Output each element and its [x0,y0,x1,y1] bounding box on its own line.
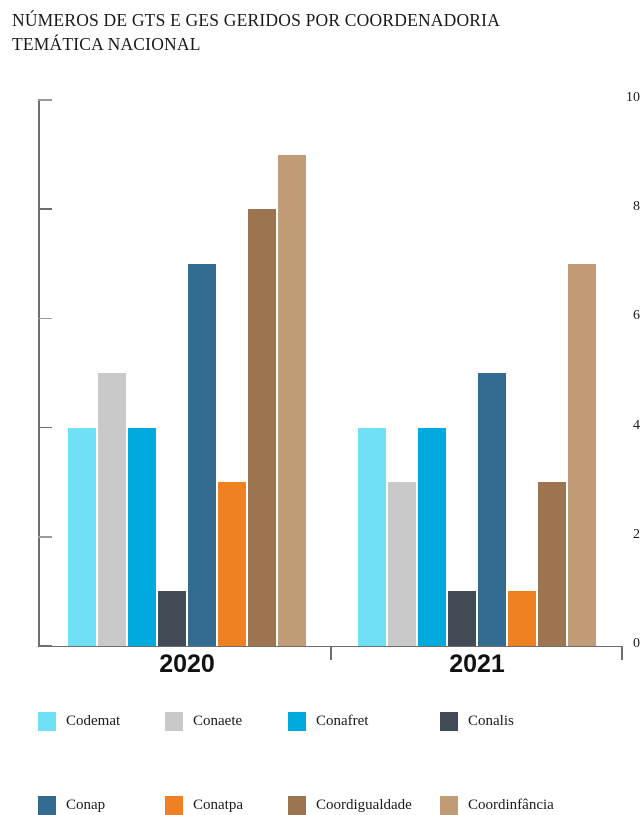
legend-item-conap[interactable]: Conap [38,796,105,815]
bar-conalis-2020 [158,591,186,646]
bar-conaete-2020 [98,373,126,646]
legend-swatch-icon [38,796,56,815]
legend-swatch-icon [288,796,306,815]
legend-row: Codemat Conaete Conafret Conalis [38,712,618,754]
legend-swatch-icon [288,712,306,731]
y-axis-tick-label: 8 [633,199,640,215]
legend-swatch-icon [165,796,183,815]
bar-conap-2021 [478,373,506,646]
x-axis-end-tick [621,646,623,660]
legend-row: Conap Conatpa Coordigualdade Coordinfância [38,754,618,815]
y-axis-tick-label: 2 [633,526,640,542]
legend-item-conalis[interactable]: Conalis [440,712,514,731]
legend-item-codemat[interactable]: Codemat [38,712,120,731]
legend-swatch-icon [38,712,56,731]
chart-plot-area: 0 2 4 6 8 10 2020 2021 [0,90,640,678]
bars-layer [0,92,640,646]
y-axis-tick-label: 0 [633,636,640,651]
legend-swatch-icon [440,712,458,731]
bar-codemat-2020 [68,427,96,646]
y-axis-line [38,100,40,646]
y-axis-tick-8 [38,208,52,210]
legend-swatch-icon [440,796,458,815]
legend-label: Conafret [316,713,369,729]
x-axis-group-separator-tick [330,646,332,660]
legend-item-conafret[interactable]: Conafret [288,712,368,731]
bar-conatpa-2020 [218,482,246,646]
bar-coordigualdade-2020 [248,209,276,646]
y-axis-tick-10 [38,99,52,101]
legend-label: Coordinfância [468,797,554,813]
legend-item-conaete[interactable]: Conaete [165,712,242,731]
bar-conafret-2020 [128,427,156,646]
bar-conafret-2021 [418,427,446,646]
x-axis-label-2020: 2020 [159,650,215,678]
bar-coordinfância-2020 [278,154,306,646]
bar-coordigualdade-2021 [538,482,566,646]
legend-item-conatpa[interactable]: Conatpa [165,796,243,815]
legend-label: Conaete [193,713,243,729]
legend-label: Conatpa [193,797,243,813]
legend-label: Conalis [468,713,514,729]
y-axis-tick-4 [38,426,52,429]
legend-item-coordinfância[interactable]: Coordinfância [440,796,554,815]
bar-coordinfância-2021 [568,263,596,646]
bar-conaete-2021 [388,482,416,646]
legend-label: Codemat [66,713,121,729]
y-axis-tick-label: 6 [633,308,640,324]
chart-legend: Codemat Conaete Conafret Conalis Conap Conatp… [38,712,618,815]
legend-label: Coordigualdade [316,797,412,813]
y-axis-tick-0 [38,645,52,647]
bar-codemat-2021 [358,427,386,646]
bar-conatpa-2021 [508,591,536,646]
page-title: NÚMEROS DE GTS E GES GERIDOS POR COORDEN… [12,10,501,54]
y-axis-tick-label: 10 [626,90,640,105]
legend-item-coordigualdade[interactable]: Coordigualdade [288,796,412,815]
y-axis-tick-6 [38,317,52,320]
bar-conalis-2021 [448,591,476,646]
bar-conap-2020 [188,263,216,646]
y-axis-tick-label: 4 [633,417,640,433]
legend-label: Conap [66,797,106,813]
x-axis-label-2021: 2021 [449,650,505,678]
y-axis-tick-2 [38,536,52,538]
legend-swatch-icon [165,712,183,731]
